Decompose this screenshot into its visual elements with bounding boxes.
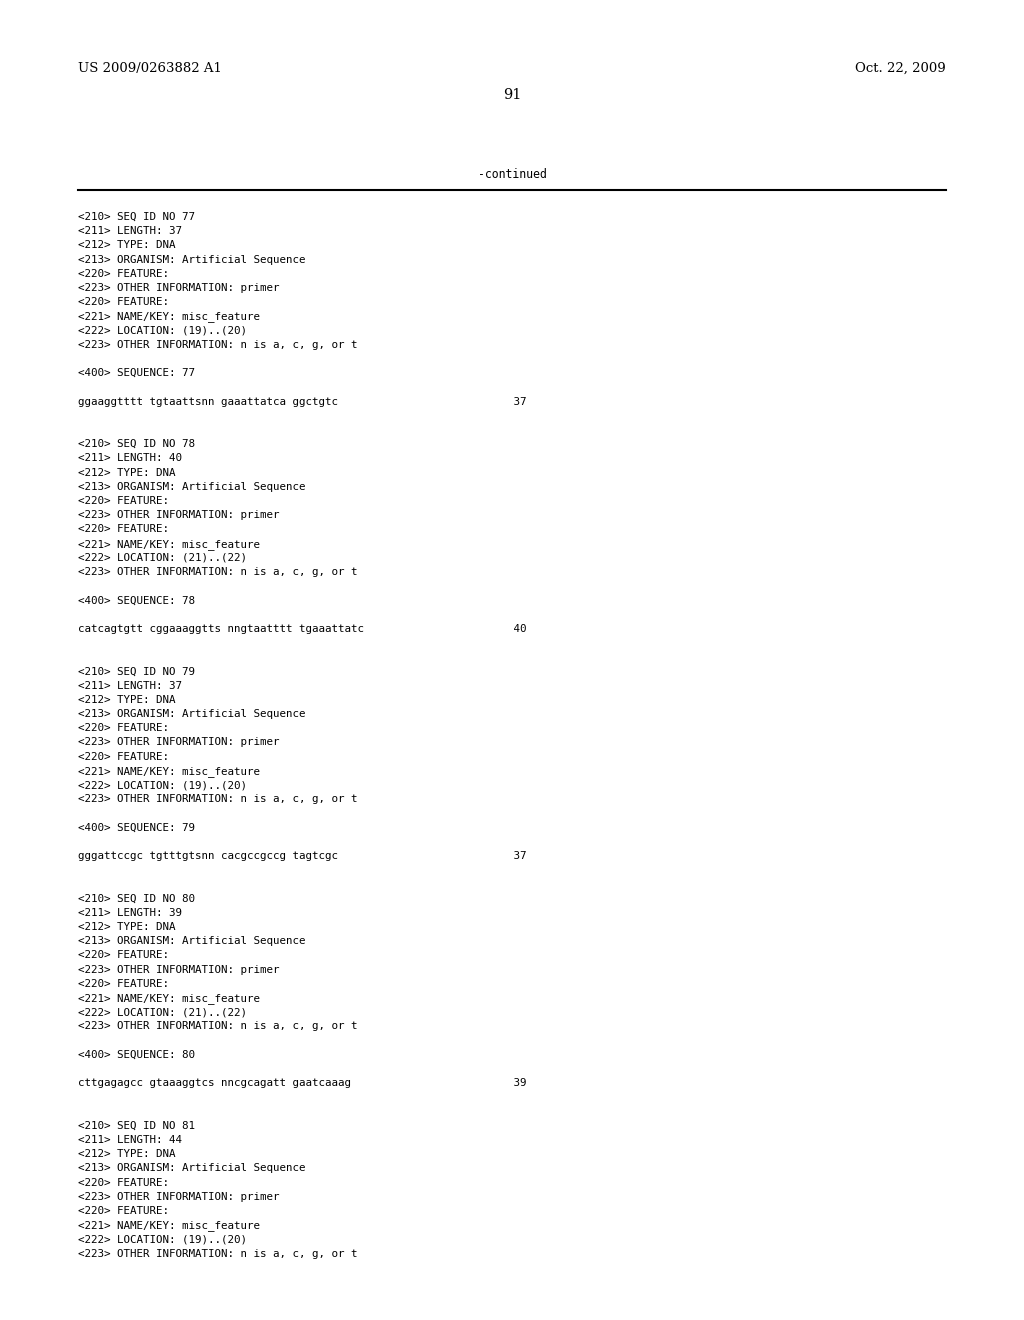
Text: <213> ORGANISM: Artificial Sequence: <213> ORGANISM: Artificial Sequence	[78, 709, 305, 719]
Text: cttgagagcc gtaaaggtcs nncgcagatt gaatcaaag                         39: cttgagagcc gtaaaggtcs nncgcagatt gaatcaa…	[78, 1078, 526, 1088]
Text: <220> FEATURE:: <220> FEATURE:	[78, 1177, 169, 1188]
Text: <212> TYPE: DNA: <212> TYPE: DNA	[78, 1150, 175, 1159]
Text: <213> ORGANISM: Artificial Sequence: <213> ORGANISM: Artificial Sequence	[78, 1163, 305, 1173]
Text: <223> OTHER INFORMATION: n is a, c, g, or t: <223> OTHER INFORMATION: n is a, c, g, o…	[78, 1249, 357, 1258]
Text: <211> LENGTH: 37: <211> LENGTH: 37	[78, 226, 182, 236]
Text: <213> ORGANISM: Artificial Sequence: <213> ORGANISM: Artificial Sequence	[78, 482, 305, 492]
Text: gggattccgc tgtttgtsnn cacgccgccg tagtcgc                           37: gggattccgc tgtttgtsnn cacgccgccg tagtcgc…	[78, 851, 526, 861]
Text: <400> SEQUENCE: 78: <400> SEQUENCE: 78	[78, 595, 195, 606]
Text: <223> OTHER INFORMATION: primer: <223> OTHER INFORMATION: primer	[78, 965, 280, 974]
Text: <223> OTHER INFORMATION: primer: <223> OTHER INFORMATION: primer	[78, 1192, 280, 1201]
Text: <220> FEATURE:: <220> FEATURE:	[78, 524, 169, 535]
Text: <213> ORGANISM: Artificial Sequence: <213> ORGANISM: Artificial Sequence	[78, 936, 305, 946]
Text: <221> NAME/KEY: misc_feature: <221> NAME/KEY: misc_feature	[78, 539, 260, 549]
Text: <220> FEATURE:: <220> FEATURE:	[78, 979, 169, 989]
Text: <210> SEQ ID NO 79: <210> SEQ ID NO 79	[78, 667, 195, 676]
Text: <221> NAME/KEY: misc_feature: <221> NAME/KEY: misc_feature	[78, 1220, 260, 1232]
Text: <220> FEATURE:: <220> FEATURE:	[78, 297, 169, 308]
Text: <212> TYPE: DNA: <212> TYPE: DNA	[78, 240, 175, 251]
Text: <222> LOCATION: (21)..(22): <222> LOCATION: (21)..(22)	[78, 553, 247, 562]
Text: <212> TYPE: DNA: <212> TYPE: DNA	[78, 694, 175, 705]
Text: <220> FEATURE:: <220> FEATURE:	[78, 269, 169, 279]
Text: <222> LOCATION: (19)..(20): <222> LOCATION: (19)..(20)	[78, 1234, 247, 1245]
Text: <222> LOCATION: (21)..(22): <222> LOCATION: (21)..(22)	[78, 1007, 247, 1018]
Text: <210> SEQ ID NO 81: <210> SEQ ID NO 81	[78, 1121, 195, 1131]
Text: <221> NAME/KEY: misc_feature: <221> NAME/KEY: misc_feature	[78, 766, 260, 776]
Text: <400> SEQUENCE: 80: <400> SEQUENCE: 80	[78, 1049, 195, 1060]
Text: <223> OTHER INFORMATION: primer: <223> OTHER INFORMATION: primer	[78, 511, 280, 520]
Text: <223> OTHER INFORMATION: n is a, c, g, or t: <223> OTHER INFORMATION: n is a, c, g, o…	[78, 339, 357, 350]
Text: <220> FEATURE:: <220> FEATURE:	[78, 751, 169, 762]
Text: <220> FEATURE:: <220> FEATURE:	[78, 496, 169, 506]
Text: 91: 91	[503, 88, 521, 102]
Text: <223> OTHER INFORMATION: n is a, c, g, or t: <223> OTHER INFORMATION: n is a, c, g, o…	[78, 568, 357, 577]
Text: <222> LOCATION: (19)..(20): <222> LOCATION: (19)..(20)	[78, 326, 247, 335]
Text: ggaaggtttt tgtaattsnn gaaattatca ggctgtc                           37: ggaaggtttt tgtaattsnn gaaattatca ggctgtc…	[78, 396, 526, 407]
Text: <213> ORGANISM: Artificial Sequence: <213> ORGANISM: Artificial Sequence	[78, 255, 305, 264]
Text: <210> SEQ ID NO 80: <210> SEQ ID NO 80	[78, 894, 195, 904]
Text: <210> SEQ ID NO 78: <210> SEQ ID NO 78	[78, 440, 195, 449]
Text: <220> FEATURE:: <220> FEATURE:	[78, 1206, 169, 1216]
Text: <210> SEQ ID NO 77: <210> SEQ ID NO 77	[78, 213, 195, 222]
Text: -continued: -continued	[477, 168, 547, 181]
Text: <221> NAME/KEY: misc_feature: <221> NAME/KEY: misc_feature	[78, 312, 260, 322]
Text: <220> FEATURE:: <220> FEATURE:	[78, 950, 169, 961]
Text: <223> OTHER INFORMATION: n is a, c, g, or t: <223> OTHER INFORMATION: n is a, c, g, o…	[78, 795, 357, 804]
Text: <211> LENGTH: 37: <211> LENGTH: 37	[78, 681, 182, 690]
Text: <223> OTHER INFORMATION: primer: <223> OTHER INFORMATION: primer	[78, 738, 280, 747]
Text: <211> LENGTH: 44: <211> LENGTH: 44	[78, 1135, 182, 1144]
Text: <223> OTHER INFORMATION: primer: <223> OTHER INFORMATION: primer	[78, 282, 280, 293]
Text: <220> FEATURE:: <220> FEATURE:	[78, 723, 169, 733]
Text: <221> NAME/KEY: misc_feature: <221> NAME/KEY: misc_feature	[78, 993, 260, 1005]
Text: catcagtgtt cggaaaggtts nngtaatttt tgaaattatc                       40: catcagtgtt cggaaaggtts nngtaatttt tgaaat…	[78, 624, 526, 634]
Text: <400> SEQUENCE: 79: <400> SEQUENCE: 79	[78, 822, 195, 833]
Text: <211> LENGTH: 39: <211> LENGTH: 39	[78, 908, 182, 917]
Text: <222> LOCATION: (19)..(20): <222> LOCATION: (19)..(20)	[78, 780, 247, 789]
Text: <223> OTHER INFORMATION: n is a, c, g, or t: <223> OTHER INFORMATION: n is a, c, g, o…	[78, 1022, 357, 1031]
Text: Oct. 22, 2009: Oct. 22, 2009	[855, 62, 946, 75]
Text: <211> LENGTH: 40: <211> LENGTH: 40	[78, 453, 182, 463]
Text: <212> TYPE: DNA: <212> TYPE: DNA	[78, 467, 175, 478]
Text: <400> SEQUENCE: 77: <400> SEQUENCE: 77	[78, 368, 195, 379]
Text: <212> TYPE: DNA: <212> TYPE: DNA	[78, 921, 175, 932]
Text: US 2009/0263882 A1: US 2009/0263882 A1	[78, 62, 222, 75]
